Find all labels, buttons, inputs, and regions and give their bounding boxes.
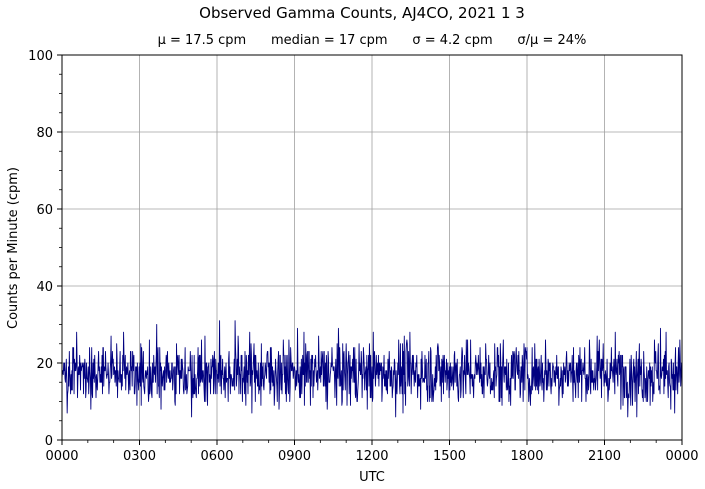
series-line [61, 320, 683, 418]
series-layer [61, 320, 683, 418]
y-tick-label: 40 [36, 280, 53, 295]
x-tick-label: 0600 [200, 449, 233, 464]
y-tick-label: 0 [45, 434, 53, 449]
y-tick-label: 100 [28, 49, 53, 64]
chart-title: Observed Gamma Counts, AJ4CO, 2021 1 3 [199, 4, 525, 22]
y-tick-label: 20 [36, 357, 53, 372]
y-tick-label: 80 [36, 126, 53, 141]
x-tick-label: 1500 [433, 449, 466, 464]
x-tick-label: 0300 [123, 449, 156, 464]
x-tick-label: 1800 [510, 449, 543, 464]
axes-layer: 0000 0300 0600 0900 1200 1500 1800 2100 00000204… [28, 49, 698, 464]
x-tick-label: 1200 [355, 449, 388, 464]
y-tick-label: 60 [36, 203, 53, 218]
grid-lines [61, 54, 683, 441]
x-tick-label: 0900 [278, 449, 311, 464]
chart-subtitle: μ = 17.5 cpm median = 17 cpm σ = 4.2 cpm… [158, 33, 587, 48]
x-axis-label: UTC [359, 470, 385, 485]
x-tick-label: 0000 [45, 449, 78, 464]
x-tick-label: 0000 [665, 449, 698, 464]
x-tick-label: 2100 [588, 449, 621, 464]
y-axis-label: Counts per Minute (cpm) [6, 167, 21, 329]
